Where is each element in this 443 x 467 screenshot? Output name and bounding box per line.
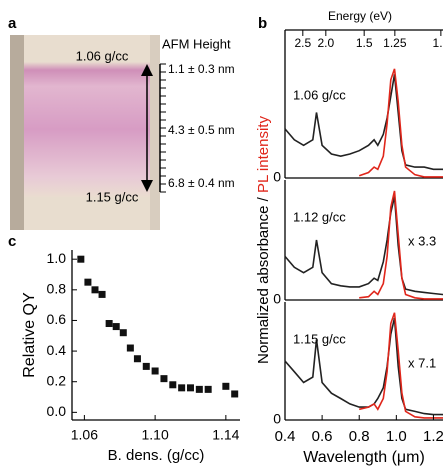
annotation: 1.06 g/cc — [293, 87, 346, 102]
y-tick-label: 0 — [273, 411, 281, 427]
x2-tick-label: 1.0 — [433, 36, 443, 50]
spectrum — [284, 196, 443, 296]
x-tick-label: 0.6 — [312, 428, 333, 445]
y-tick-label: 0.2 — [47, 372, 67, 388]
afm-title: AFM Height — [162, 36, 231, 51]
point — [98, 290, 106, 298]
point — [160, 375, 168, 383]
panel-label: c — [8, 233, 16, 250]
x2-tick-label: 2.5 — [294, 36, 311, 50]
height-label: 6.8 ± 0.4 nm — [168, 176, 235, 190]
point — [222, 382, 230, 390]
annotation: 1.12 g/cc — [293, 209, 346, 224]
x-tick-label: 1.0 — [386, 428, 407, 445]
y-tick-label: 0 — [273, 169, 281, 185]
annotation: 1.15 g/cc — [293, 331, 346, 346]
panel-label: a — [8, 15, 17, 32]
x-axis-label: B. dens. (g/cc) — [108, 447, 205, 464]
pink-band — [24, 62, 152, 197]
point — [178, 384, 186, 392]
y-tick-label: 0.0 — [47, 403, 67, 419]
spectrum — [358, 68, 443, 178]
tube-edge — [10, 35, 24, 230]
density-label: 1.15 g/cc — [86, 189, 139, 204]
height-label: 1.1 ± 0.3 nm — [168, 62, 235, 76]
scale-ticks — [160, 63, 166, 193]
y-tick-label: 1.0 — [47, 250, 67, 266]
x-tick-label: 1.10 — [141, 427, 168, 443]
y-label-part: PL intensity — [255, 116, 272, 193]
x-tick-label: 0.4 — [275, 428, 296, 445]
x2-tick-label: 2.0 — [317, 36, 334, 50]
x-tick-label: 1.2 — [423, 428, 443, 445]
point — [77, 255, 85, 263]
height-label: 4.3 ± 0.5 nm — [168, 123, 235, 137]
x2-tick-label: 1.5 — [356, 36, 373, 50]
point — [133, 355, 141, 363]
density-label: 1.06 g/cc — [76, 48, 129, 63]
point — [186, 384, 194, 392]
spectrum — [284, 74, 443, 171]
x-axis-label: Wavelength (μm) — [303, 449, 425, 466]
x2-tick-label: 1.25 — [383, 36, 407, 50]
spectrum — [284, 317, 443, 416]
y-tick-label: 0 — [273, 291, 281, 307]
point — [91, 286, 99, 294]
spectrum — [359, 190, 443, 300]
panel-label: b — [258, 15, 267, 32]
point — [142, 362, 150, 370]
point — [231, 390, 239, 398]
point — [195, 385, 203, 393]
point — [204, 385, 212, 393]
y-axis-label: Normalized absorbance / PL intensity — [255, 116, 272, 364]
point — [169, 381, 177, 389]
point — [126, 344, 134, 352]
point — [151, 367, 159, 375]
y-label-part: Normalized absorbance / — [255, 193, 272, 364]
point — [112, 323, 120, 331]
y-tick-label: 0.4 — [47, 342, 67, 358]
x-tick-label: 0.8 — [349, 428, 370, 445]
point — [84, 278, 92, 286]
x-tick-label: 1.14 — [212, 427, 239, 443]
point — [105, 320, 113, 328]
x-tick-label: 1.06 — [71, 427, 98, 443]
spectrum — [359, 312, 443, 419]
y-tick-label: 0.8 — [47, 281, 67, 297]
tube-edge — [150, 35, 160, 230]
multiplier: x 7.1 — [408, 355, 436, 370]
y-axis-label: Relative QY — [21, 292, 38, 378]
multiplier: x 3.3 — [408, 233, 436, 248]
y-tick-label: 0.6 — [47, 311, 67, 327]
x2-axis-label: Energy (eV) — [328, 9, 392, 23]
point — [119, 329, 127, 337]
